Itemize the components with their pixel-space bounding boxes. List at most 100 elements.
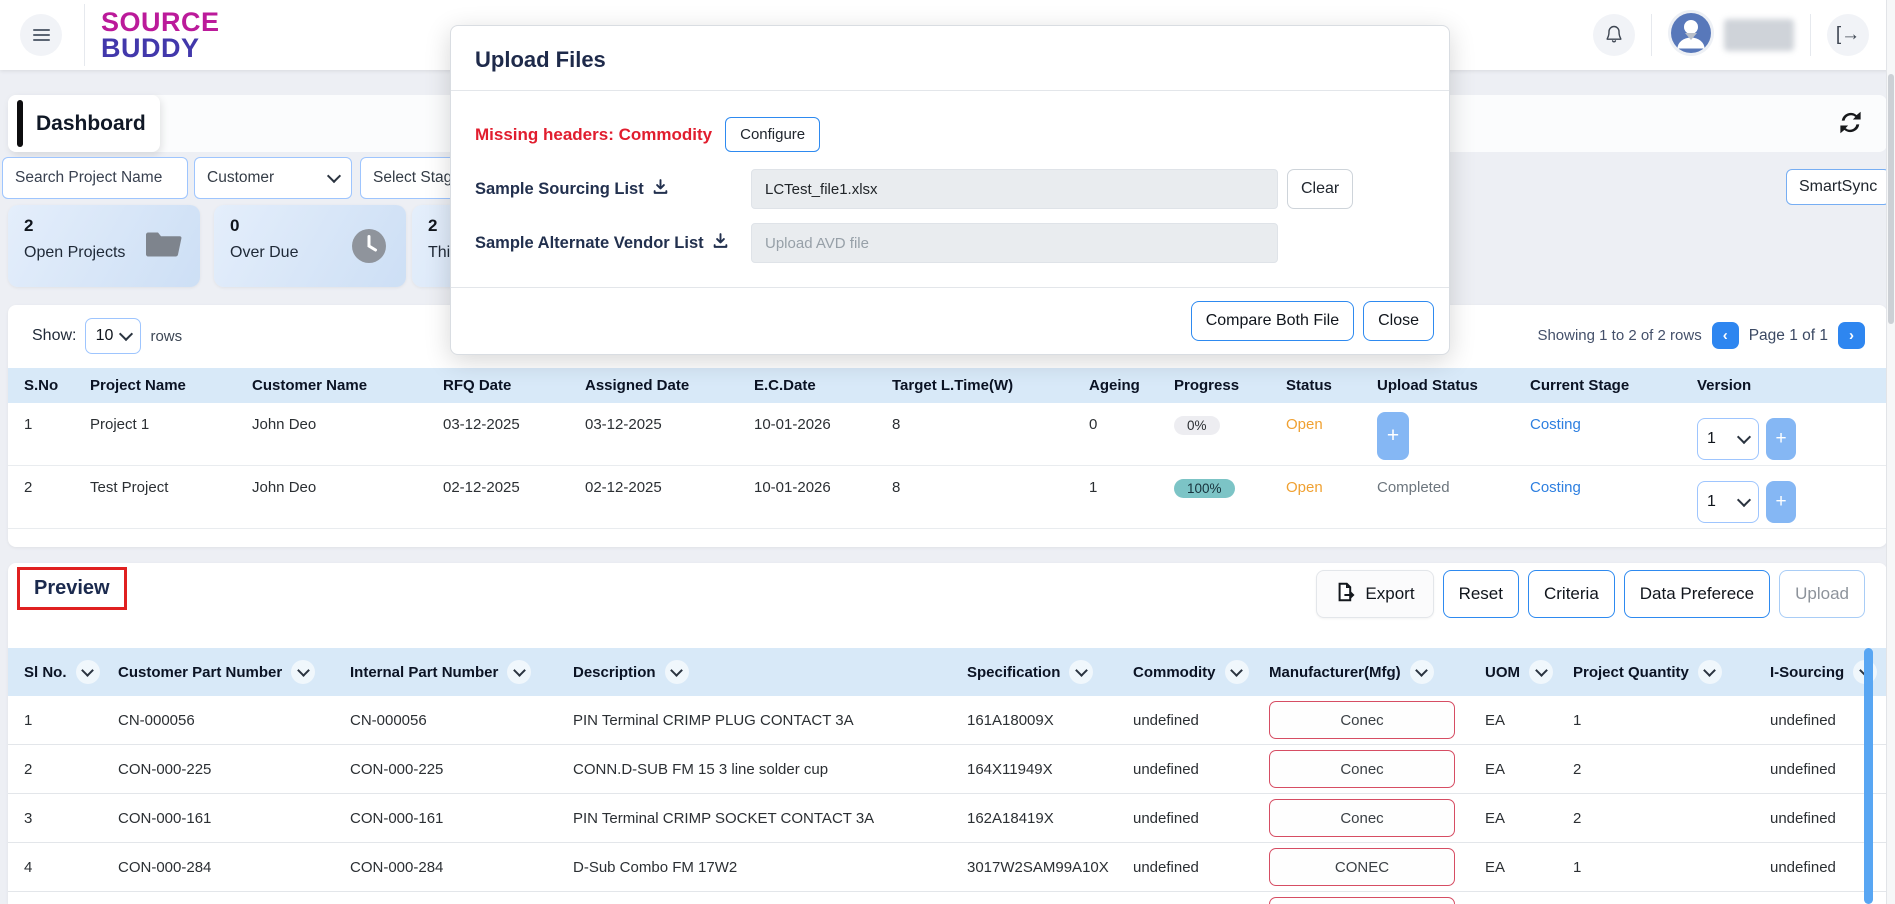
export-button[interactable]: Export <box>1316 570 1434 618</box>
header-divider <box>1810 14 1811 56</box>
close-button[interactable]: Close <box>1363 301 1434 341</box>
preview-row: 2 CON-000-225 CON-000-225 CONN.D-SUB FM … <box>8 745 1887 794</box>
preview-actions: Export Reset Criteria Data Preferece Upl… <box>1316 570 1865 618</box>
version-select[interactable]: 1 <box>1697 418 1759 460</box>
reset-button[interactable]: Reset <box>1442 570 1519 618</box>
download-icon[interactable] <box>652 178 669 200</box>
col-label: Project Quantity <box>1573 663 1689 681</box>
next-page-button[interactable]: › <box>1838 322 1865 349</box>
current-stage-link[interactable]: Costing <box>1530 416 1581 433</box>
sort-chevron-icon[interactable] <box>664 660 689 684</box>
cell-sl: 3 <box>24 809 33 827</box>
logo-line-buddy: BUDDY <box>101 33 200 63</box>
sort-chevron-icon[interactable] <box>1529 660 1553 684</box>
col-rfq-date: RFQ Date <box>427 368 569 403</box>
header-divider <box>1651 14 1652 56</box>
configure-button[interactable]: Configure <box>725 117 821 152</box>
card-value: 0 <box>230 216 240 235</box>
preview-title: Preview <box>17 567 127 610</box>
manufacturer-box[interactable] <box>1269 897 1455 904</box>
sort-chevron-icon[interactable] <box>1409 660 1434 684</box>
sourcing-file-input[interactable]: LCTest_file1.xlsx <box>751 169 1278 209</box>
manufacturer-box[interactable]: Conec <box>1269 750 1455 788</box>
compare-both-file-button[interactable]: Compare Both File <box>1190 301 1355 341</box>
chevron-down-icon <box>1736 429 1752 445</box>
cell-target-ltime: 8 <box>892 416 901 433</box>
cell-uom: EA <box>1485 858 1506 876</box>
card-over-due[interactable]: 0 Over Due <box>214 205 406 287</box>
col-progress: Progress <box>1158 368 1270 403</box>
version-select[interactable]: 1 <box>1697 481 1759 523</box>
upload-button[interactable]: Upload <box>1779 570 1865 618</box>
avd-file-input[interactable]: Upload AVD file <box>751 223 1278 263</box>
cell-description: PIN Terminal CRIMP PLUG CONTACT 3A <box>573 711 854 729</box>
upload-status-add-button[interactable]: + <box>1377 412 1409 460</box>
col-status: Status <box>1270 368 1361 403</box>
sort-chevron-icon[interactable] <box>291 660 316 684</box>
manufacturer-box[interactable]: Conec <box>1269 799 1455 837</box>
cell-qty: 2 <box>1573 809 1582 827</box>
cell-qty: 2 <box>1573 760 1582 778</box>
cell-rfq-date: 03-12-2025 <box>443 416 520 433</box>
cell-assigned-date: 02-12-2025 <box>585 479 662 496</box>
data-preference-button[interactable]: Data Preferece <box>1623 570 1771 618</box>
criteria-button[interactable]: Criteria <box>1527 570 1615 618</box>
pagination-summary: Showing 1 to 2 of 2 rows <box>1537 327 1702 344</box>
folder-icon <box>146 231 182 262</box>
cell-customer-pn: CON-000-161 <box>118 809 212 827</box>
cell-specification: 161A18009X <box>967 711 1054 729</box>
cell-target-ltime: 8 <box>892 479 901 496</box>
smartsync-button[interactable]: SmartSync <box>1786 169 1891 205</box>
cell-uom: EA <box>1485 760 1506 778</box>
prev-page-button[interactable]: ‹ <box>1711 322 1739 349</box>
current-stage-link[interactable]: Costing <box>1530 479 1581 496</box>
search-project-input[interactable] <box>2 157 188 199</box>
export-icon <box>1335 582 1355 607</box>
notifications-button[interactable] <box>1593 14 1635 56</box>
page-scrollbar[interactable] <box>1886 0 1895 904</box>
col-current-stage: Current Stage <box>1514 368 1681 403</box>
version-value: 1 <box>1707 430 1716 447</box>
sort-chevron-icon[interactable] <box>507 660 532 684</box>
preview-table-scrollbar[interactable] <box>1864 648 1873 904</box>
menu-button[interactable] <box>20 14 62 56</box>
cell-customer-name: John Deo <box>252 416 317 433</box>
clear-button[interactable]: Clear <box>1287 169 1354 209</box>
sourcing-list-text: Sample Sourcing List <box>475 179 644 198</box>
cell-sno: 1 <box>24 416 33 433</box>
cell-specification: 3017W2SAM99A10X <box>967 858 1109 876</box>
modal-footer: Compare Both File Close <box>451 287 1449 354</box>
status-text: Open <box>1286 479 1323 496</box>
logout-button[interactable]: [→ <box>1827 14 1869 56</box>
cell-commodity: undefined <box>1133 711 1199 729</box>
hamburger-icon <box>32 29 50 41</box>
customer-select-value: Customer <box>207 169 275 186</box>
cell-description: PIN Terminal CRIMP SOCKET CONTACT 3A <box>573 809 875 827</box>
card-open-projects[interactable]: 2 Open Projects <box>8 205 200 287</box>
col-sno: S.No <box>8 368 74 403</box>
sort-chevron-icon[interactable] <box>1224 660 1249 684</box>
customer-select[interactable]: Customer <box>194 157 352 199</box>
col-label: Internal Part Number <box>350 663 499 681</box>
refresh-button[interactable] <box>1831 105 1869 143</box>
cell-uom: EA <box>1485 711 1506 729</box>
sort-chevron-icon[interactable] <box>1697 660 1722 684</box>
cell-sl: 1 <box>24 711 33 729</box>
page-scrollbar-thumb[interactable] <box>1888 74 1894 324</box>
preview-header-row: Sl No. Customer Part Number Internal Par… <box>8 648 1887 696</box>
sort-chevron-icon[interactable] <box>1069 660 1094 684</box>
col-ageing: Ageing <box>1073 368 1158 403</box>
add-version-button[interactable]: + <box>1766 418 1796 460</box>
show-rows-control: Show: 10 rows <box>32 318 182 354</box>
rows-per-page-select[interactable]: 10 <box>85 318 142 354</box>
manufacturer-box[interactable]: Conec <box>1269 701 1455 739</box>
rows-per-page-value: 10 <box>95 327 114 344</box>
sort-chevron-icon[interactable] <box>75 660 100 684</box>
projects-header-row: S.No Project Name Customer Name RFQ Date… <box>8 368 1887 403</box>
avatar <box>1668 10 1714 60</box>
header-divider <box>84 4 85 66</box>
add-version-button[interactable]: + <box>1766 481 1796 523</box>
user-menu[interactable] <box>1668 10 1794 60</box>
manufacturer-box[interactable]: CONEC <box>1269 848 1455 886</box>
download-icon[interactable] <box>712 232 729 254</box>
